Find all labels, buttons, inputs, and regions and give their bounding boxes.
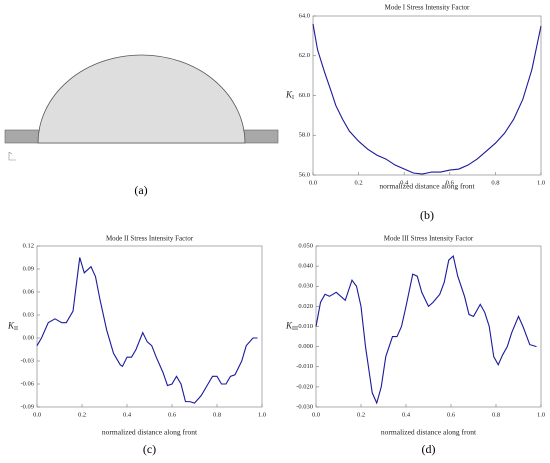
plot-frame [312,15,542,176]
y-tick-label: -0.06 [20,380,34,387]
y-tick-label: -0.030 [296,403,313,410]
y-axis-label: KI [285,90,294,102]
x-axis-label: normalized distance along front [379,182,475,191]
y-tick-label: 60.0 [299,92,310,99]
y-label-symbol: K [7,321,15,331]
y-tick-label: -0.020 [296,383,313,390]
y-tick-label: -0.03 [20,357,34,364]
y-tick-label: 0.030 [298,283,313,290]
y-tick-label: 0.050 [298,242,313,249]
y-tick-label: 0.12 [23,242,34,249]
y-label-symbol: K [285,321,293,331]
panel-label: (d) [422,442,436,456]
y-tick-label: 56.0 [299,171,310,178]
y-tick-label: 0.09 [23,265,34,272]
x-tick-label: 0.4 [402,411,411,418]
data-line [312,23,542,175]
panel-label: (a) [134,183,147,197]
data-line [36,257,258,404]
x-tick-label: 0.0 [312,411,320,418]
x-tick-label: 0.2 [78,411,86,418]
y-label-subscript: II [14,326,18,332]
x-tick-label: 0.0 [309,179,317,186]
diagram: (a) [4,54,279,197]
y-tick-label: 0.00 [23,334,34,341]
data-line [315,255,537,405]
x-tick-label: 1.0 [537,179,545,186]
y-tick-label: -0.09 [20,403,34,410]
chart-title: Mode III Stress Intensity Factor [384,235,474,243]
y-axis-label: KII [7,321,18,333]
y-tick-label: 0.06 [23,288,35,295]
chart-title: Mode I Stress Intensity Factor [385,4,470,12]
x-tick-label: 0.6 [447,411,456,418]
x-tick-label: 1.0 [258,411,266,418]
x-tick-label: 0.0 [33,411,41,418]
x-axis-label: normalized distance along front [102,428,198,437]
x-tick-label: 1.0 [537,411,545,418]
dome [37,54,246,144]
y-label-subscript: III [292,326,298,332]
chart-title: Mode II Stress Intensity Factor [106,235,194,243]
x-tick-label: 0.6 [446,179,455,186]
y-tick-label: 62.0 [299,52,310,59]
y-axis-label: KIII [285,321,298,333]
x-tick-label: 0.4 [123,411,132,418]
plot-frame [315,245,542,408]
y-tick-label: 0.010 [298,323,313,330]
x-axis-label: normalized distance along front [381,428,477,437]
y-tick-label: 0.000 [298,343,313,350]
chart: Mode I Stress Intensity Factor normalized… [285,4,545,222]
x-tick-label: 0.2 [357,411,365,418]
y-tick-label: -0.010 [296,363,313,370]
y-label-subscript: I [292,95,294,101]
panel-label: (c) [143,442,156,456]
x-tick-label: 0.8 [492,411,500,418]
y-tick-label: 0.040 [298,263,313,270]
y-tick-label: 64.0 [299,12,310,19]
chart: Mode II Stress Intensity Factor normalize… [7,235,266,456]
y-tick-label: 0.03 [23,311,34,318]
panel-label: (b) [420,208,434,222]
axis-icon [8,151,16,161]
x-tick-label: 0.8 [213,411,221,418]
y-tick-label: 0.020 [298,303,313,310]
x-tick-label: 0.6 [168,411,177,418]
y-label-symbol: K [285,90,293,100]
chart: Mode III Stress Intensity Factor normaliz… [285,235,545,456]
x-tick-label: 0.4 [400,179,409,186]
y-tick-label: 58.0 [299,132,310,139]
x-tick-label: 0.2 [355,179,363,186]
plot-frame [36,245,263,408]
x-tick-label: 0.8 [491,179,499,186]
